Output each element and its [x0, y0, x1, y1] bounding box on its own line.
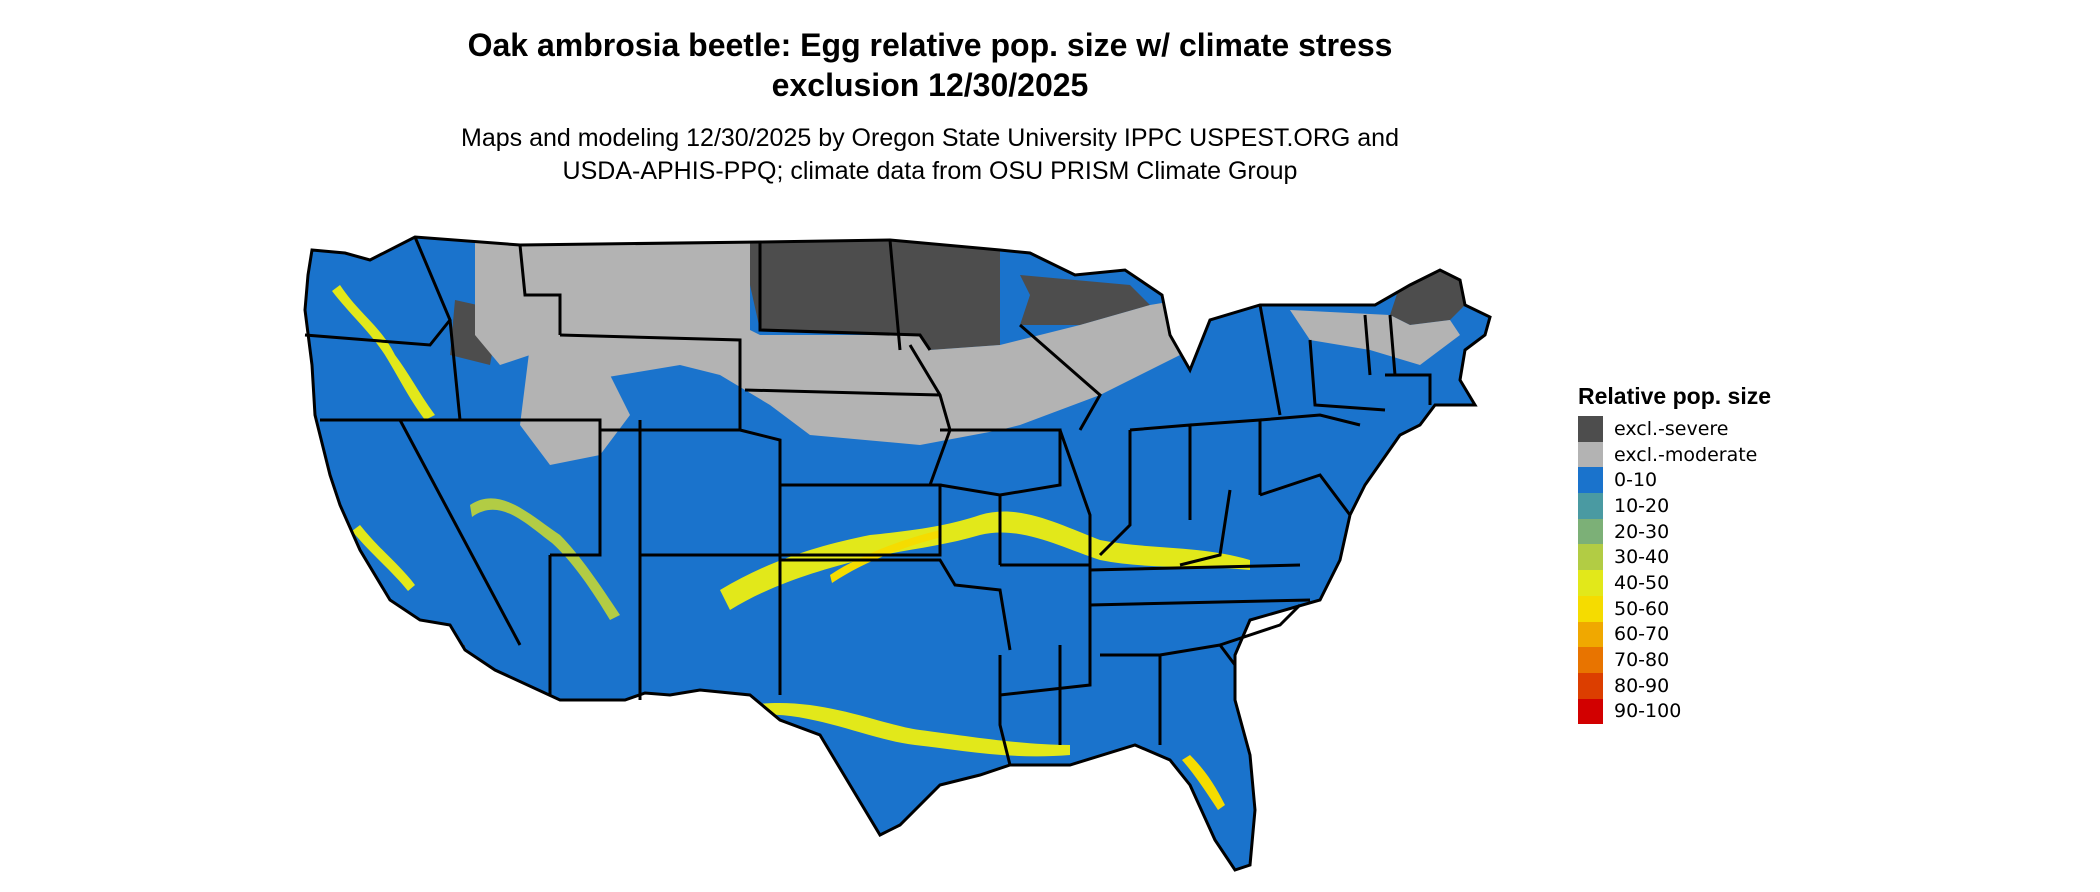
legend-item: 70-80	[1578, 647, 1771, 673]
legend-label: 10-20	[1614, 494, 1670, 517]
high-pop-band	[352, 525, 415, 591]
legend-item: 30-40	[1578, 544, 1771, 571]
moderate-exclusion-region	[1000, 300, 1180, 430]
legend-swatch	[1578, 441, 1603, 468]
legend-label: 70-80	[1614, 649, 1670, 672]
legend-swatch	[1578, 621, 1603, 648]
legend-item: excl.-moderate	[1578, 441, 1771, 468]
legend-title: Relative pop. size	[1578, 383, 1772, 409]
severe-exclusion-region	[750, 237, 1000, 350]
legend-swatch	[1578, 647, 1603, 673]
legend-swatch	[1578, 416, 1603, 442]
high-pop-band	[830, 530, 942, 583]
map-title-line-1: Oak ambrosia beetle: Egg relative pop. s…	[467, 27, 1393, 63]
legend-item: 10-20	[1578, 493, 1771, 519]
moderate-exclusion-region	[520, 345, 630, 465]
legend-item: 0-10	[1578, 467, 1771, 494]
legend-swatch	[1578, 698, 1603, 725]
legend-label: 90-100	[1614, 700, 1682, 723]
legend: Relative pop. size excl.-severe excl.-mo…	[1578, 382, 1772, 725]
legend-swatch	[1578, 672, 1603, 699]
legend-label: 0-10	[1614, 469, 1658, 492]
high-pop-band	[1182, 755, 1225, 810]
legend-label: excl.-severe	[1614, 417, 1729, 440]
legend-swatch	[1578, 518, 1603, 545]
legend-swatch	[1578, 595, 1603, 622]
map-subtitle-line-2: USDA-APHIS-PPQ; climate data from OSU PR…	[562, 157, 1298, 185]
legend-label: 80-90	[1614, 674, 1670, 697]
legend-item: 50-60	[1578, 595, 1771, 622]
legend-swatch	[1578, 570, 1603, 596]
map-title-line-2: exclusion 12/30/2025	[771, 67, 1089, 103]
us-population-map	[303, 235, 1492, 872]
moderate-exclusion-region	[1290, 310, 1460, 365]
map-subtitle-line-1: Maps and modeling 12/30/2025 by Oregon S…	[461, 124, 1399, 152]
legend-item: 40-50	[1578, 570, 1771, 596]
legend-label: 30-40	[1614, 546, 1670, 569]
high-pop-band	[332, 285, 435, 420]
severe-exclusion-region	[420, 645, 465, 690]
legend-item: 60-70	[1578, 621, 1771, 648]
legend-item: 80-90	[1578, 672, 1771, 699]
legend-label: 20-30	[1614, 520, 1670, 543]
legend-item: 90-100	[1578, 698, 1771, 725]
legend-label: 40-50	[1614, 571, 1670, 594]
state-boundaries	[303, 235, 1492, 872]
severe-exclusion-region	[1020, 275, 1150, 325]
legend-item: 20-30	[1578, 518, 1771, 545]
legend-swatch	[1578, 544, 1603, 571]
legend-swatch	[1578, 493, 1603, 519]
legend-items: excl.-severe excl.-moderate 0-10 10-20 2…	[1578, 416, 1771, 725]
legend-label: excl.-moderate	[1614, 443, 1758, 466]
legend-item: excl.-severe	[1578, 416, 1771, 442]
legend-label: 50-60	[1614, 597, 1670, 620]
legend-swatch	[1578, 467, 1603, 494]
high-pop-band	[750, 702, 1070, 757]
mid-pop-band	[470, 498, 620, 620]
legend-label: 60-70	[1614, 623, 1670, 646]
